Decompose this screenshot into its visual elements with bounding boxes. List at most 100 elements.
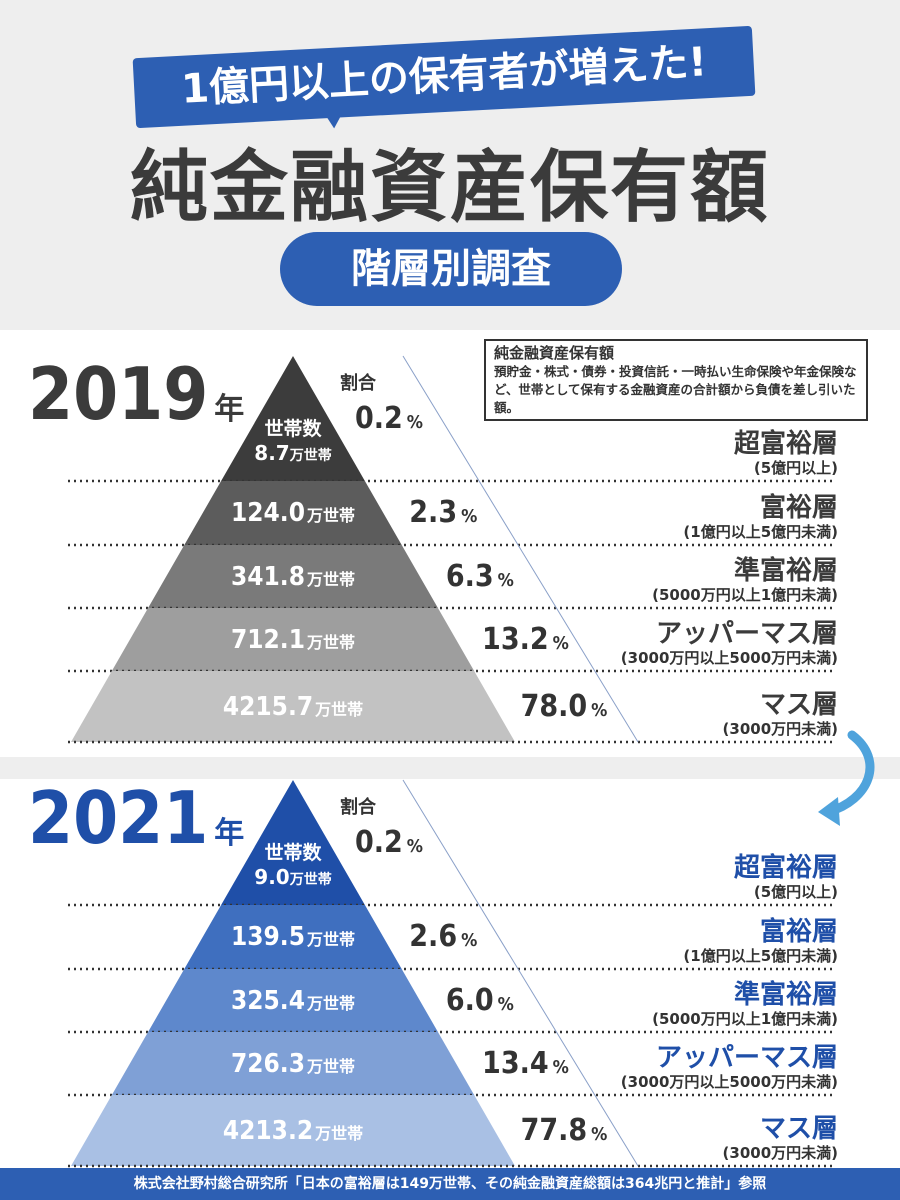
tier-name: マス層: [759, 1114, 838, 1144]
household-value: 4215.7: [222, 691, 314, 722]
household-count-label: 726.3 万世帯: [143, 1044, 443, 1087]
household-count-label: 世帯数 8.7万世帯: [233, 417, 353, 465]
household-value: 341.8: [230, 561, 305, 592]
pyramid-band-1: [221, 780, 365, 905]
percent-unit: %: [591, 1123, 608, 1145]
household-unit: 万世帯: [306, 632, 355, 652]
year-label: 2019 年: [28, 352, 244, 436]
household-unit: 万世帯: [289, 448, 332, 464]
household-count-label: 4215.7 万世帯: [143, 687, 443, 730]
share-percent: 2.6%: [409, 919, 477, 959]
curved-arrow-icon: [823, 730, 875, 817]
year-suffix: 年: [214, 816, 245, 851]
tier-name: アッパーマス層: [655, 1043, 838, 1073]
tier-range: (5000万円以上1億円未満): [652, 586, 838, 604]
household-unit: 万世帯: [315, 1123, 364, 1143]
tier-range: (1億円以上5億円未満): [683, 523, 838, 541]
tier-range: (5億円以上): [753, 883, 838, 901]
percent-unit: %: [461, 506, 478, 527]
tier-range: (3000万円未満): [722, 720, 838, 738]
tier-name: 超富裕層: [733, 853, 838, 883]
share-percent: 6.0%: [446, 983, 514, 1023]
household-unit: 万世帯: [306, 1056, 355, 1076]
household-unit: 万世帯: [306, 569, 355, 589]
share-percent: 13.2%: [482, 622, 569, 662]
pyramid-band-2: [184, 481, 402, 545]
household-count-label: 4213.2 万世帯: [143, 1111, 443, 1154]
household-count-label: 世帯数 9.0万世帯: [233, 841, 353, 889]
household-count-label: 712.1 万世帯: [143, 620, 443, 663]
year-label: 2021 年: [28, 776, 244, 860]
share-percent: 6.3%: [446, 559, 514, 599]
definition-body: 預貯金・株式・債券・投資信託・一時払い生命保険や年金保険など、世帯として保有する…: [494, 364, 857, 415]
household-value: 726.3: [230, 1048, 305, 1079]
pyramid-band-2: [184, 905, 402, 969]
tier-range: (5000万円以上1億円未満): [652, 1010, 838, 1028]
percent-unit: %: [497, 569, 514, 591]
household-count-label: 124.0 万世帯: [143, 493, 443, 536]
percent-unit: %: [406, 835, 423, 857]
tier-range: (5億円以上): [753, 459, 838, 477]
share-percent: 77.8%: [521, 1113, 608, 1153]
share-value: 13.2: [482, 621, 549, 657]
household-unit: 万世帯: [306, 930, 355, 949]
tier-name: アッパーマス層: [655, 619, 838, 649]
household-label: 世帯数: [264, 418, 322, 440]
guide-line: [402, 355, 639, 743]
tier-name: 準富裕層: [733, 980, 838, 1010]
share-value: 77.8: [520, 1112, 588, 1148]
share-value: 6.0: [445, 982, 494, 1018]
household-value: 4213.2: [222, 1115, 314, 1146]
household-label: 世帯数: [264, 842, 322, 864]
household-count-label: 341.8 万世帯: [143, 557, 443, 600]
pyramid-charts: [68, 355, 875, 1168]
definition-title: 純金融資産保有額: [494, 344, 615, 362]
tier-name: 準富裕層: [733, 556, 838, 586]
year-number: 2021: [28, 776, 209, 860]
tier-range: (1億円以上5億円未満): [683, 947, 838, 965]
household-count-label: 325.4 万世帯: [143, 981, 443, 1024]
household-unit: 万世帯: [306, 993, 355, 1013]
percent-unit: %: [497, 993, 514, 1015]
share-value: 13.4: [482, 1045, 549, 1081]
arrow-head-icon: [818, 797, 840, 826]
percent-unit: %: [552, 1056, 569, 1078]
household-value: 8.7: [254, 441, 290, 465]
source-footer: 株式会社野村総合研究所「日本の富裕層は149万世帯、その純金融資産総額は364兆…: [0, 1168, 900, 1200]
household-unit: 万世帯: [289, 872, 332, 888]
percent-unit: %: [406, 411, 423, 433]
household-value: 124.0: [230, 498, 305, 528]
pyramid-band-4: [111, 1032, 475, 1095]
tier-name: 富裕層: [759, 493, 838, 523]
share-value: 2.6: [409, 919, 458, 954]
percent-unit: %: [552, 632, 569, 654]
page-title: 純金融資産保有額: [129, 143, 770, 233]
ratio-header: 割合: [340, 797, 376, 818]
household-value: 712.1: [230, 624, 305, 655]
subtitle-pill: 階層別調査: [280, 232, 622, 306]
tier-range: (3000万円未満): [722, 1144, 838, 1162]
household-value: 9.0: [254, 865, 290, 889]
year-suffix: 年: [214, 392, 245, 427]
share-percent: 13.4%: [482, 1046, 569, 1086]
pyramid-band-3: [148, 969, 438, 1032]
section-divider: [0, 757, 900, 779]
tier-range: (3000万円以上5000万円未満): [620, 649, 838, 667]
share-percent: 78.0%: [521, 689, 608, 729]
tier-range: (3000万円以上5000万円未満): [620, 1073, 838, 1091]
share-value: 6.3: [445, 558, 494, 594]
year-number: 2019: [28, 352, 209, 436]
share-value: 78.0: [520, 688, 588, 724]
share-value: 0.2: [354, 400, 403, 436]
pyramid-band-3: [148, 545, 438, 608]
share-percent: 2.3%: [409, 495, 477, 535]
share-value: 2.3: [409, 495, 458, 530]
pyramid-band-1: [221, 356, 365, 481]
percent-unit: %: [461, 930, 478, 951]
ratio-header: 割合: [340, 373, 376, 394]
tier-name: 超富裕層: [733, 429, 838, 459]
share-percent: 0.2%: [355, 401, 423, 441]
percent-unit: %: [591, 699, 608, 721]
tier-name: マス層: [759, 690, 838, 720]
share-percent: 0.2%: [355, 825, 423, 865]
